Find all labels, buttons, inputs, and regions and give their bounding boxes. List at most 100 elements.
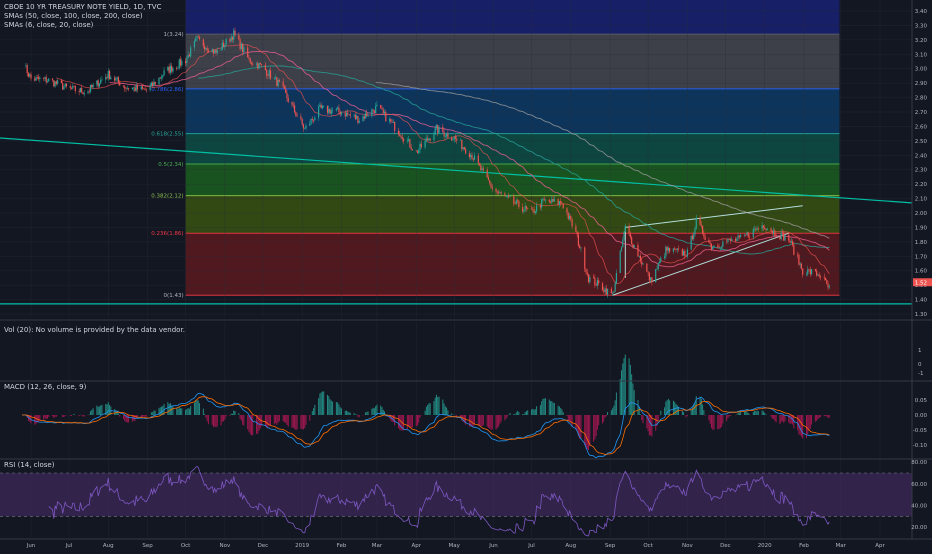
candle-body	[223, 42, 225, 48]
candle-body	[83, 93, 85, 95]
candle-body	[632, 244, 634, 248]
candle-body	[335, 108, 337, 111]
volume-legend[interactable]: Vol (20): No volume is provided by the d…	[4, 326, 185, 334]
candle-body	[176, 68, 178, 69]
candle-body	[594, 278, 596, 286]
candle-body	[775, 235, 777, 237]
candle-body	[452, 139, 454, 141]
pane-separators[interactable]	[0, 0, 932, 540]
candle-body	[669, 248, 671, 252]
sma-legend-slow[interactable]: SMAs (50, close, 100, close, 200, close)	[4, 12, 143, 20]
candle-body	[548, 199, 550, 202]
candle-body	[319, 104, 321, 107]
candle-body	[390, 119, 392, 122]
candle-body	[505, 196, 507, 197]
candle-body	[79, 87, 82, 92]
candle-body	[344, 112, 346, 117]
candle-body	[620, 247, 623, 251]
candle-body	[799, 263, 801, 265]
candle-body	[816, 270, 818, 276]
candle-body	[527, 208, 529, 209]
candle-body	[211, 49, 213, 52]
candle-body	[141, 86, 144, 89]
price-tick-label: 2.80	[915, 96, 928, 102]
candle-body	[64, 83, 66, 87]
candle-body	[473, 155, 476, 160]
candle-body	[287, 98, 289, 102]
candle-body	[144, 88, 146, 90]
candle-body	[328, 109, 330, 113]
candle-body	[666, 246, 668, 251]
time-tick-label: Dec	[258, 543, 269, 549]
candle-body	[646, 263, 648, 272]
candle-body	[399, 134, 401, 136]
fib-level-label: 0.236(1.86)	[151, 231, 183, 237]
candle-body	[159, 77, 161, 79]
candle-body	[408, 139, 410, 141]
fib-level-label: 0.5(2.34)	[158, 162, 183, 168]
time-axis[interactable]: Jun Jul Aug Sep Oct Nov Dec 2019 Feb Mar Apr May Jun…	[26, 543, 886, 549]
candle-body	[310, 118, 312, 125]
candle-body	[487, 177, 490, 181]
candle-body	[70, 87, 73, 89]
candle-body	[114, 77, 116, 81]
candle-body	[373, 110, 376, 113]
candle-body	[92, 84, 94, 88]
candle-body	[136, 85, 139, 90]
candle-body	[362, 116, 364, 121]
volume-tick-label: 0	[918, 362, 922, 368]
candle-body	[497, 192, 500, 194]
candle-body	[195, 38, 197, 42]
candle-body	[207, 50, 210, 52]
candle-body	[639, 255, 642, 262]
candle-body	[633, 244, 635, 248]
candle-body	[807, 269, 809, 275]
candle-body	[347, 112, 349, 115]
candle-body	[394, 121, 396, 131]
candle-body	[674, 248, 676, 250]
candle-body	[703, 233, 705, 237]
candle-body	[381, 108, 383, 110]
candle-body	[366, 113, 368, 117]
chart-title[interactable]: CBOE 10 YR TREASURY NOTE YIELD, 1D, TVC	[4, 3, 162, 11]
candle-body	[169, 65, 171, 73]
candle-body	[667, 248, 669, 251]
candle-body	[472, 158, 474, 160]
candle-body	[411, 149, 414, 151]
time-tick-label: Sep	[605, 543, 616, 549]
candle-body	[149, 86, 151, 91]
fibonacci-retracement[interactable]: 1(3.24) 0.786(2.86) 0.618(2.55) 0.5(2.34) 0.…	[151, 0, 840, 299]
trendlines[interactable]	[0, 137, 913, 305]
sma-legend-fast[interactable]: SMAs (6, close, 20, close)	[4, 21, 94, 29]
candle-body	[542, 198, 544, 200]
candle-body	[612, 293, 614, 294]
candle-body	[586, 272, 588, 275]
candle-body	[672, 248, 675, 252]
candle-body	[35, 77, 37, 81]
candle-body	[53, 80, 55, 87]
candle-body	[267, 75, 269, 77]
time-tick-label: Jul	[527, 543, 535, 549]
candle-body	[409, 139, 411, 148]
candle-body	[810, 269, 813, 275]
time-tick-label: Jun	[488, 543, 498, 549]
candle-body	[575, 226, 577, 232]
rsi-legend[interactable]: RSI (14, close)	[4, 461, 55, 469]
candle-body	[181, 61, 183, 66]
candle-body	[765, 229, 767, 230]
price-tick-label: 3.40	[915, 9, 928, 15]
candle-body	[401, 137, 403, 139]
candle-body	[808, 269, 810, 270]
candle-body	[87, 91, 89, 94]
macd-legend[interactable]: MACD (12, 26, close, 9)	[4, 383, 87, 391]
candle-body	[468, 153, 471, 158]
candle-body	[802, 268, 804, 275]
candle-body	[382, 109, 384, 113]
candle-body	[116, 77, 118, 79]
price-axis[interactable]: 3.40 3.30 3.20 3.10 3.00 2.90 2.80 2.70 2.60 2.50…	[911, 9, 932, 531]
candle-body	[710, 243, 713, 250]
candle-body	[824, 277, 827, 281]
candle-body	[364, 113, 367, 119]
candle-body	[470, 154, 472, 158]
